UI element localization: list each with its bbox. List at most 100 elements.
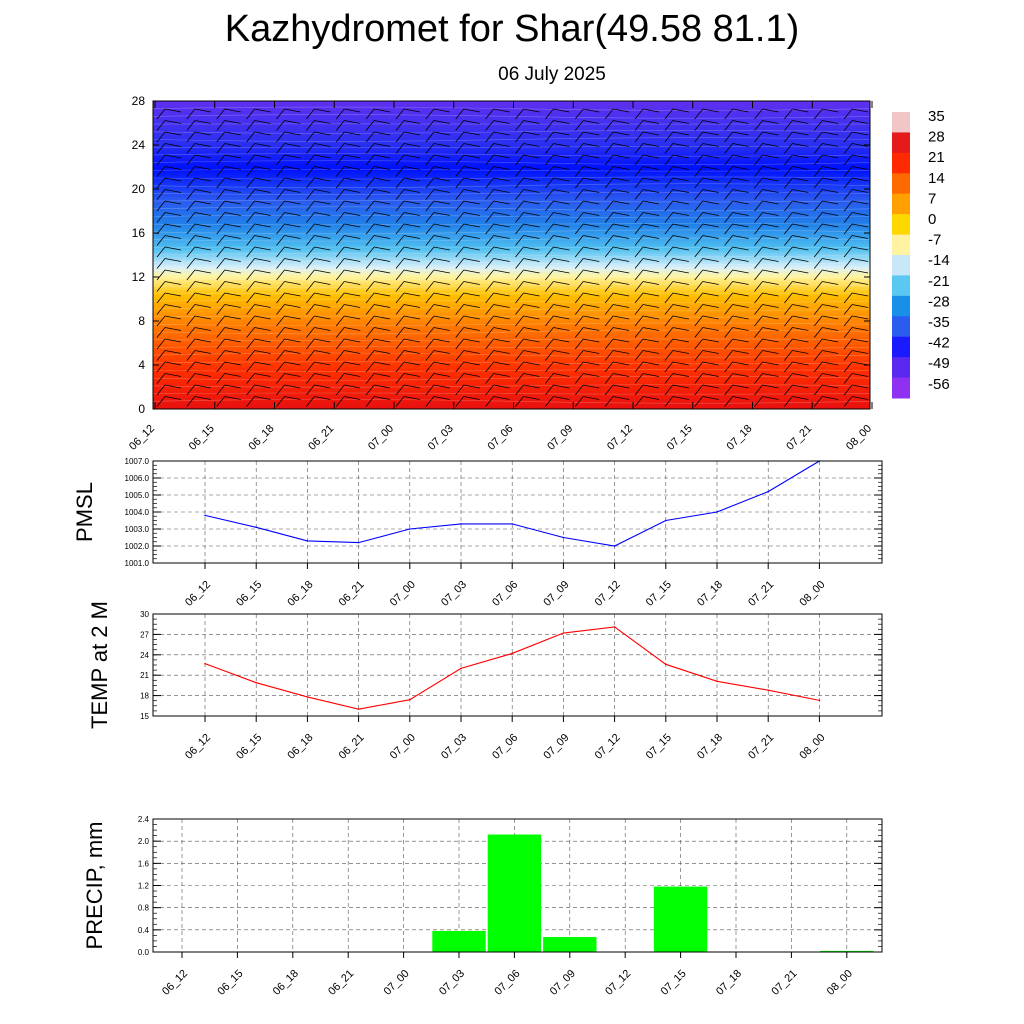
wind-barb	[425, 327, 435, 338]
wind-barb-flag	[374, 292, 391, 297]
wind-barb-flag	[194, 223, 211, 228]
wind-barb	[604, 189, 614, 200]
precip-ytick-label: 0.8	[138, 904, 150, 913]
wind-barb	[724, 281, 733, 292]
wind-barb-flag	[792, 212, 809, 216]
wind-barb-flag	[583, 223, 600, 228]
wind-barb	[276, 177, 285, 189]
wind-barb	[843, 315, 853, 327]
wind-barb-flag	[493, 131, 510, 136]
wind-barb	[485, 154, 494, 166]
wind-barb-flag	[822, 396, 839, 400]
wind-barb	[515, 189, 524, 200]
wind-barb	[813, 235, 823, 246]
pmsl-ylabel: PMSL	[72, 482, 97, 542]
wind-barb	[276, 258, 285, 269]
wind-barb-flag	[553, 154, 570, 159]
wind-barb-flag	[493, 361, 510, 366]
wind-barb-flag	[553, 212, 570, 216]
wind-barb-flag	[792, 154, 809, 159]
temp-point	[204, 662, 206, 665]
wind-barb	[216, 200, 226, 212]
heatmap-xtick-label: 07_21	[784, 423, 814, 453]
contour-line	[152, 237, 871, 242]
wind-barb	[425, 281, 435, 292]
wind-barb	[276, 235, 285, 246]
wind-barb-flag	[284, 223, 301, 228]
wind-barb-flag	[642, 315, 660, 320]
wind-barb-flag	[314, 292, 331, 297]
wind-barb	[694, 108, 704, 120]
wind-barb	[515, 166, 524, 177]
wind-barb	[306, 269, 315, 281]
wind-barb	[365, 373, 375, 384]
wind-barb-flag	[583, 373, 600, 377]
wind-barb	[216, 120, 226, 131]
wind-barb	[784, 258, 793, 269]
wind-barb	[664, 108, 674, 120]
wind-barb	[246, 212, 255, 223]
wind-barb-flag	[284, 246, 301, 251]
wind-barb	[754, 108, 763, 120]
wind-barb	[246, 315, 255, 327]
wind-barb	[246, 223, 255, 235]
wind-barb-flag	[433, 246, 450, 251]
wind-barb-flag	[374, 200, 391, 205]
wind-barb-flag	[433, 120, 450, 124]
wind-barb	[843, 384, 853, 396]
wind-barb	[784, 212, 793, 223]
wind-barb-flag	[762, 281, 779, 285]
wind-barb-flag	[732, 338, 749, 343]
wind-barb	[485, 373, 494, 384]
wind-barb-flag	[284, 166, 301, 170]
wind-barb	[545, 154, 554, 166]
temp2m-panel: 15 18 21 24 27 30 06_12 06_15 06_18 06_21 07_00 07_…	[87, 601, 883, 762]
wind-barb-flag	[762, 200, 779, 205]
heatmap-xtick-label: 07_00	[366, 423, 396, 453]
wind-barb	[335, 350, 345, 361]
wind-barb-flag	[792, 384, 809, 389]
wind-barb-flag	[284, 315, 301, 320]
wind-barb-flag	[762, 350, 779, 354]
colorbar-label: -42	[928, 335, 950, 352]
wind-barb-flag	[642, 212, 660, 216]
wind-barb-flag	[852, 373, 869, 377]
wind-barb-flag	[194, 258, 211, 262]
wind-barb-flag	[822, 177, 839, 182]
wind-barb-flag	[433, 108, 450, 113]
wind-barb	[545, 384, 554, 396]
wind-barb-flag	[702, 304, 719, 308]
wind-barb-flag	[194, 396, 211, 400]
wind-barb-flag	[224, 131, 241, 136]
wind-barb-flag	[852, 350, 869, 354]
wind-barb	[634, 189, 644, 200]
wind-barb	[574, 315, 584, 327]
wind-barb-flag	[374, 396, 391, 400]
wind-barb-flag	[732, 120, 749, 124]
wind-barb	[724, 131, 733, 143]
wind-barb	[694, 304, 704, 315]
precip-bar	[432, 930, 486, 952]
chart-subtitle: 06 July 2025	[498, 64, 606, 85]
wind-barb	[843, 258, 853, 269]
wind-barb	[574, 131, 584, 143]
wind-barb-flag	[194, 108, 211, 113]
wind-barb-flag	[194, 200, 211, 205]
wind-barb	[515, 338, 524, 350]
wind-barb	[724, 384, 733, 396]
wind-barb	[574, 246, 584, 258]
wind-barb-flag	[164, 131, 182, 136]
wind-barb-flag	[164, 350, 182, 354]
wind-barb	[694, 350, 704, 361]
wind-barb	[784, 223, 793, 235]
wind-barb	[455, 304, 465, 315]
wind-barb	[694, 361, 704, 373]
wind-barb-flag	[553, 131, 570, 136]
wind-barb-flag	[672, 361, 689, 366]
precip-ytick-label: 1.2	[138, 882, 150, 891]
wind-barb-flag	[374, 315, 391, 320]
temp-point	[613, 626, 616, 628]
wind-barb	[276, 338, 285, 350]
wind-barb	[604, 269, 614, 281]
contour-line	[152, 276, 871, 281]
